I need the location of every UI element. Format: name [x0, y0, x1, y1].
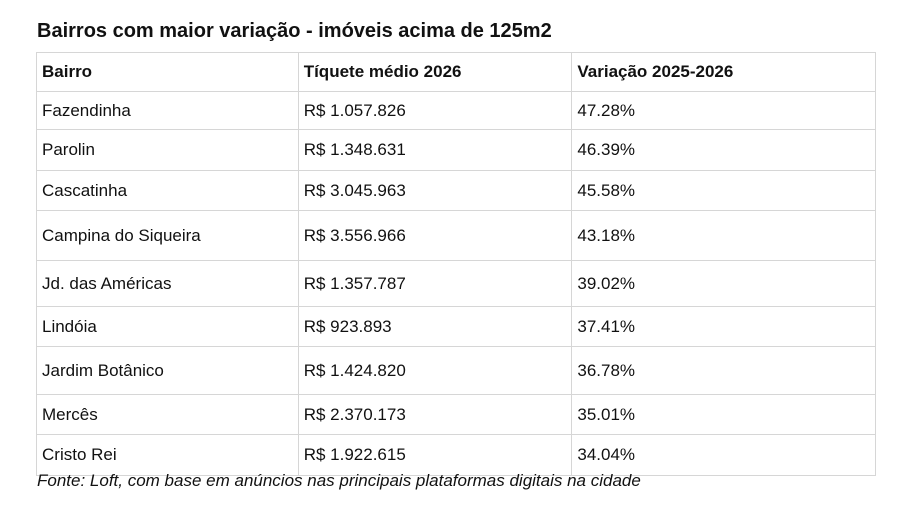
- table-cell: R$ 3.045.963: [297, 170, 573, 211]
- table-row: Jardim Botânico R$ 1.424.820 36.78%: [36, 346, 876, 395]
- table: Bairro Tíquete médio 2026 Variação 2025-20…: [36, 52, 876, 476]
- header-row: Bairro Tíquete médio 2026 Variação 2025-20…: [36, 52, 876, 92]
- table-cell: 36.78%: [571, 346, 876, 395]
- table-cell: 47.28%: [571, 91, 876, 130]
- table-cell: R$ 1.357.787: [297, 260, 573, 307]
- table-cell: R$ 3.556.966: [297, 210, 573, 261]
- table-cell: Mercês: [36, 394, 299, 435]
- table-cell: R$ 1.922.615: [297, 434, 573, 476]
- table-cell: R$ 923.893: [297, 306, 573, 347]
- table-cell: Campina do Siqueira: [36, 210, 299, 261]
- table-cell: R$ 2.370.173: [297, 394, 573, 435]
- table-cell: Fazendinha: [36, 91, 299, 130]
- header-cell: Bairro: [36, 52, 299, 92]
- table-row: Fazendinha R$ 1.057.826 47.28%: [36, 91, 876, 130]
- table-cell: 37.41%: [571, 306, 876, 347]
- table-cell: 39.02%: [571, 260, 876, 307]
- table-body: Fazendinha R$ 1.057.826 47.28% Parolin R$ 1.…: [36, 91, 876, 476]
- table-cell: 35.01%: [571, 394, 876, 435]
- table-row: Mercês R$ 2.370.173 35.01%: [36, 394, 876, 435]
- header-cell: Variação 2025-2026: [571, 52, 876, 92]
- table-cell: R$ 1.057.826: [297, 91, 573, 130]
- table-row: Cascatinha R$ 3.045.963 45.58%: [36, 170, 876, 211]
- table-row: Cristo Rei R$ 1.922.615 34.04%: [36, 434, 876, 476]
- table-cell: R$ 1.424.820: [297, 346, 573, 395]
- title: Bairros com maior variação - imóveis aci…: [37, 20, 552, 42]
- table-row: Campina do Siqueira R$ 3.556.966 43.18%: [36, 210, 876, 261]
- table-cell: 45.58%: [571, 170, 876, 211]
- table-cell: Jardim Botânico: [36, 346, 299, 395]
- header-cell: Tíquete médio 2026: [297, 52, 573, 92]
- table-cell: 43.18%: [571, 210, 876, 261]
- table-cell: R$ 1.348.631: [297, 129, 573, 171]
- table-cell: Jd. das Américas: [36, 260, 299, 307]
- table-cell: Cascatinha: [36, 170, 299, 211]
- table-cell: Parolin: [36, 129, 299, 171]
- table-cell: Cristo Rei: [36, 434, 299, 476]
- table-cell: 46.39%: [571, 129, 876, 171]
- table-cell: Lindóia: [36, 306, 299, 347]
- table-cell: 34.04%: [571, 434, 876, 476]
- source-note: Fonte: Loft, com base em anúncios nas pr…: [37, 471, 641, 490]
- table-row: Lindóia R$ 923.893 37.41%: [36, 306, 876, 347]
- table-row: Jd. das Américas R$ 1.357.787 39.02%: [36, 260, 876, 307]
- table-row: Parolin R$ 1.348.631 46.39%: [36, 129, 876, 171]
